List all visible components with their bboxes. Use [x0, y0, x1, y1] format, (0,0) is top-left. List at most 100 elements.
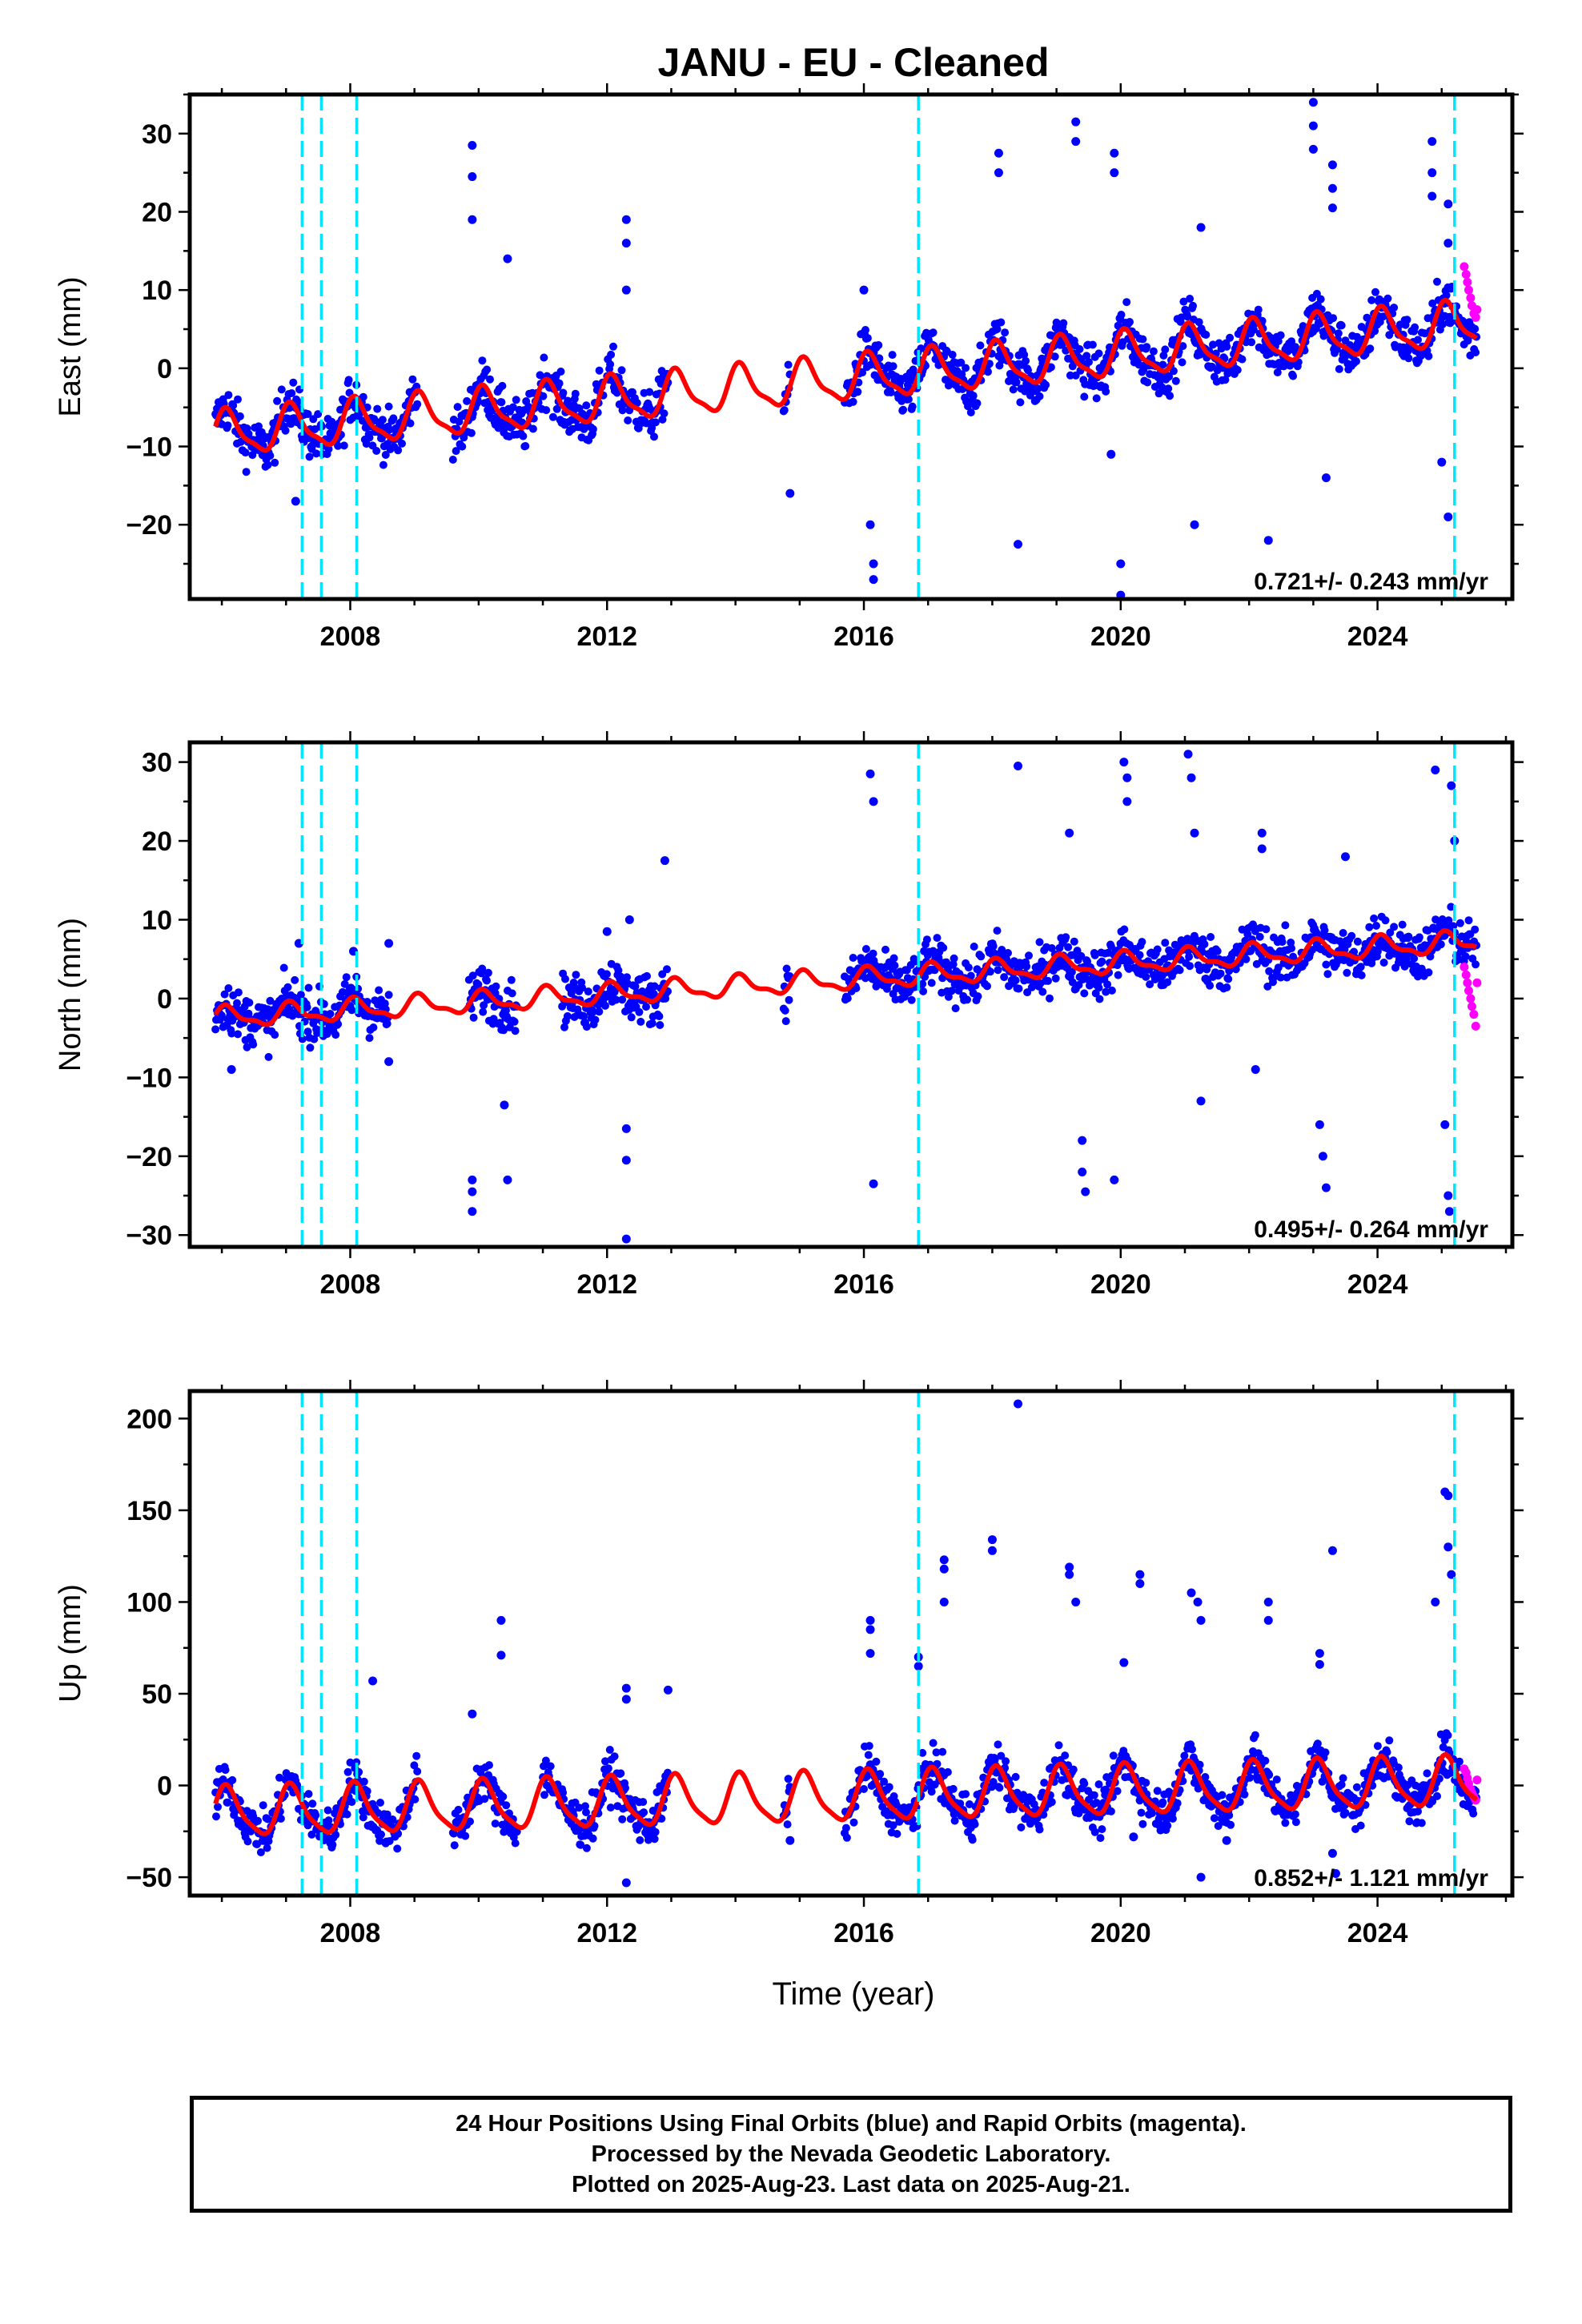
east-point — [1424, 352, 1433, 360]
east-outlier-point — [1116, 559, 1126, 569]
north-outlier-point — [869, 797, 878, 806]
north-point — [1356, 963, 1365, 971]
up-outlier-point — [621, 1695, 631, 1704]
north-point — [781, 1017, 790, 1026]
east-point — [1042, 380, 1050, 389]
up-point — [997, 1751, 1006, 1760]
y-tick-label: 0 — [157, 354, 172, 384]
y-tick-label: −10 — [126, 432, 172, 463]
east-point — [1433, 277, 1441, 286]
east-rapid-point — [1460, 262, 1469, 271]
north-point — [469, 1013, 478, 1022]
north-point — [973, 965, 982, 974]
up-rapid-point — [1472, 1775, 1482, 1785]
east-point — [324, 444, 333, 453]
north-outlier-point — [1183, 750, 1193, 759]
east-point — [962, 364, 970, 372]
up-point — [938, 1747, 947, 1756]
up-outlier-point — [1071, 1597, 1081, 1606]
up-outlier-point — [496, 1615, 506, 1625]
north-point — [994, 966, 1002, 975]
east-point — [874, 341, 883, 349]
east-point — [281, 426, 290, 435]
up-point — [1337, 1780, 1346, 1789]
up-outlier-point — [1135, 1579, 1145, 1589]
east-point — [334, 441, 343, 450]
north-point — [986, 967, 994, 976]
east-point — [1179, 297, 1188, 306]
up-point — [841, 1823, 850, 1832]
up-point — [324, 1816, 333, 1825]
north-rapid-point — [1460, 963, 1469, 972]
north-outlier-point — [1196, 1096, 1206, 1106]
up-point — [331, 1831, 340, 1839]
east-point — [1171, 376, 1180, 385]
east-point — [496, 418, 504, 427]
north-point — [663, 965, 671, 974]
x-tick-label: 2024 — [1347, 1269, 1408, 1300]
east-point — [1075, 345, 1084, 353]
north-point — [584, 987, 592, 996]
north-point — [296, 991, 305, 999]
up-outlier-point — [1331, 1869, 1340, 1879]
north-point — [966, 971, 975, 980]
east-point — [1226, 333, 1235, 342]
east-point — [908, 402, 917, 411]
north-point — [1274, 963, 1283, 972]
north-point — [1098, 957, 1106, 966]
north-point — [1146, 980, 1154, 989]
up-point — [413, 1767, 422, 1775]
north-point — [383, 1019, 391, 1028]
east-point — [866, 360, 875, 369]
east-outlier-point — [1071, 137, 1081, 147]
north-point — [249, 1040, 258, 1049]
east-outlier-point — [1014, 540, 1023, 549]
up-point — [943, 1767, 952, 1776]
y-tick-label: 20 — [142, 198, 172, 228]
north-point — [331, 1031, 340, 1039]
north-point — [580, 1011, 588, 1020]
up-point — [1433, 1791, 1441, 1800]
north-outlier-point — [1444, 1207, 1454, 1216]
north-point — [1135, 951, 1144, 959]
north-point — [1464, 916, 1473, 925]
north-point — [588, 1007, 597, 1016]
east-point — [289, 378, 298, 387]
north-point — [1322, 960, 1331, 969]
north-plot-frame — [187, 740, 1515, 1249]
east-point — [1034, 384, 1042, 393]
east-outlier-point — [1071, 117, 1081, 127]
north-point — [1379, 959, 1388, 967]
up-point — [616, 1769, 625, 1778]
north-point — [578, 983, 587, 992]
north-point — [1067, 967, 1076, 976]
north-point — [244, 1009, 253, 1018]
east-velocity-label: 0.721+/- 0.243 mm/yr — [1254, 569, 1488, 595]
up-outlier-point — [1443, 1491, 1453, 1501]
east-point — [458, 442, 467, 451]
north-outlier-point — [1447, 781, 1456, 790]
north-point — [927, 979, 936, 987]
north-point — [1044, 976, 1052, 985]
north-point — [635, 1007, 644, 1016]
up-point — [1469, 1809, 1478, 1818]
y-tick-label: 30 — [142, 748, 172, 778]
north-point — [983, 982, 991, 991]
north-point — [1415, 933, 1423, 942]
north-outlier-point — [621, 1124, 631, 1133]
east-point — [1329, 314, 1338, 323]
north-point — [1365, 923, 1374, 931]
up-point — [1094, 1780, 1103, 1789]
north-point — [602, 970, 611, 979]
east-point — [1352, 357, 1360, 366]
up-outlier-point — [1222, 1835, 1231, 1845]
east-point — [1287, 337, 1296, 346]
up-point — [377, 1830, 385, 1839]
up-outlier-point — [1196, 1615, 1206, 1625]
north-point — [998, 946, 1006, 954]
north-point — [279, 963, 288, 972]
north-point — [1047, 944, 1056, 952]
north-point — [595, 1007, 604, 1016]
east-point — [595, 366, 604, 375]
north-point — [1281, 921, 1290, 930]
